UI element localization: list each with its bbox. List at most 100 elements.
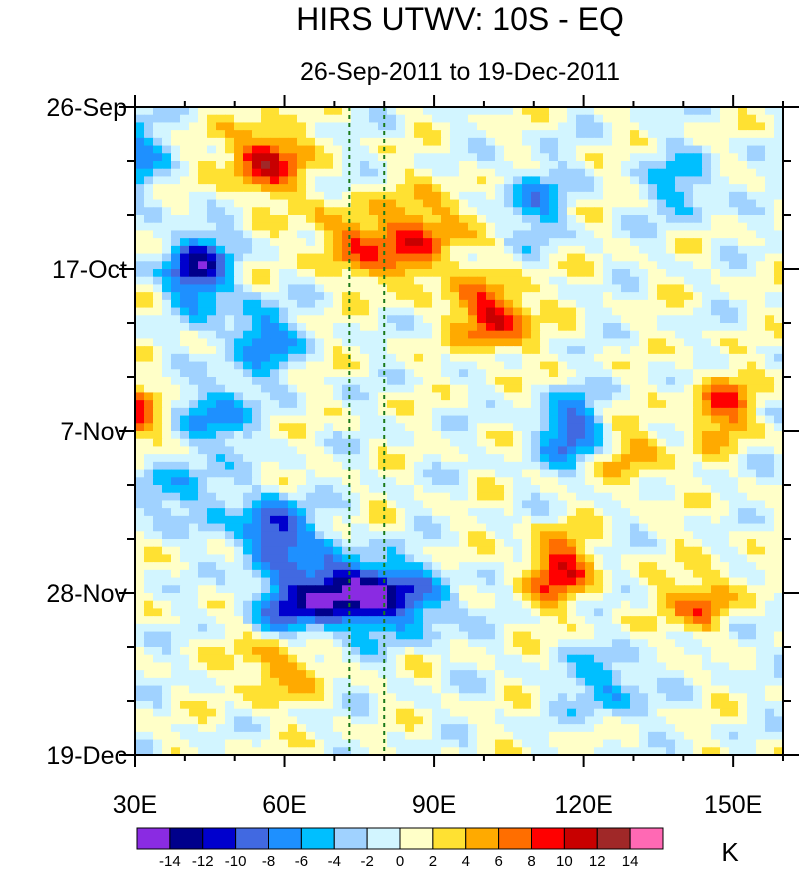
contour-cell bbox=[144, 600, 154, 610]
chart-title: HIRS UTWV: 10S - EQ bbox=[296, 1, 624, 37]
contour-cell bbox=[171, 407, 181, 417]
contour-cell bbox=[567, 469, 577, 478]
contour-cell bbox=[585, 631, 595, 640]
contour-cell bbox=[540, 168, 550, 178]
contour-cell bbox=[279, 199, 289, 208]
contour-cell bbox=[189, 515, 199, 525]
contour-cell bbox=[252, 554, 262, 563]
contour-cell bbox=[378, 431, 388, 440]
contour-cell bbox=[441, 122, 451, 131]
contour-cell bbox=[693, 161, 703, 170]
contour-cell bbox=[378, 469, 388, 478]
contour-cell bbox=[612, 215, 622, 224]
contour-cell bbox=[369, 531, 379, 540]
contour-cell bbox=[288, 539, 298, 548]
contour-cell bbox=[297, 639, 307, 648]
contour-cell bbox=[540, 554, 550, 563]
contour-cell bbox=[378, 107, 388, 116]
contour-cell bbox=[297, 346, 307, 355]
contour-cell bbox=[432, 269, 442, 278]
contour-cell bbox=[405, 623, 415, 633]
contour-cell bbox=[351, 585, 361, 594]
contour-cell bbox=[666, 454, 676, 463]
contour-cell bbox=[171, 623, 181, 633]
contour-cell bbox=[567, 554, 577, 563]
contour-cell bbox=[378, 114, 388, 124]
contour-cell bbox=[441, 377, 451, 386]
contour-cell bbox=[441, 454, 451, 463]
contour-cell bbox=[675, 438, 685, 448]
contour-cell bbox=[378, 585, 388, 594]
contour-cell bbox=[234, 415, 244, 424]
contour-cell bbox=[486, 469, 496, 478]
contour-cell bbox=[675, 145, 685, 154]
contour-cell bbox=[297, 508, 307, 517]
contour-cell bbox=[702, 168, 712, 178]
contour-cell bbox=[144, 207, 154, 216]
contour-cell bbox=[720, 353, 730, 363]
contour-cell bbox=[585, 315, 595, 324]
contour-cell bbox=[756, 168, 766, 178]
contour-cell bbox=[387, 215, 397, 224]
contour-cell bbox=[207, 407, 217, 417]
contour-cell bbox=[675, 585, 685, 594]
contour-cell bbox=[468, 369, 478, 378]
contour-cell bbox=[234, 276, 244, 286]
contour-cell bbox=[396, 346, 406, 355]
contour-cell bbox=[675, 238, 685, 247]
contour-cell bbox=[630, 184, 640, 193]
contour-cell bbox=[432, 392, 442, 401]
contour-cell bbox=[504, 569, 514, 579]
contour-cell bbox=[252, 454, 262, 463]
contour-cell bbox=[558, 431, 568, 440]
contour-cell bbox=[549, 423, 559, 432]
contour-cell bbox=[540, 353, 550, 363]
contour-cell bbox=[324, 377, 334, 386]
contour-cell bbox=[378, 284, 388, 293]
contour-cell bbox=[306, 531, 316, 540]
contour-cell bbox=[252, 400, 262, 409]
contour-cell bbox=[414, 330, 424, 340]
contour-cell bbox=[639, 330, 649, 340]
contour-cell bbox=[612, 207, 622, 216]
contour-cell bbox=[198, 153, 208, 162]
contour-cell bbox=[234, 523, 244, 532]
contour-cell bbox=[198, 353, 208, 363]
contour-cell bbox=[387, 423, 397, 432]
contour-cell bbox=[477, 469, 487, 478]
contour-cell bbox=[144, 639, 154, 648]
contour-cell bbox=[405, 608, 415, 617]
contour-cell bbox=[351, 361, 361, 370]
contour-cell bbox=[630, 546, 640, 556]
contour-cell bbox=[666, 415, 676, 424]
contour-cell bbox=[612, 199, 622, 208]
contour-cell bbox=[162, 477, 172, 486]
contour-cell bbox=[261, 400, 271, 409]
contour-cell bbox=[297, 384, 307, 394]
contour-cell bbox=[675, 176, 685, 185]
contour-cell bbox=[648, 400, 658, 409]
contour-cell bbox=[342, 508, 352, 517]
contour-cell bbox=[765, 122, 775, 131]
contour-cell bbox=[621, 269, 631, 278]
contour-cell bbox=[396, 107, 406, 116]
contour-cell bbox=[585, 461, 595, 471]
contour-cell bbox=[423, 415, 433, 424]
contour-cell bbox=[657, 616, 667, 625]
contour-cell bbox=[252, 323, 262, 332]
contour-cell bbox=[639, 407, 649, 417]
contour-cell bbox=[513, 315, 523, 324]
contour-cell bbox=[522, 431, 532, 440]
contour-cell bbox=[603, 137, 613, 147]
contour-cell bbox=[459, 631, 469, 640]
contour-cell bbox=[432, 323, 442, 332]
contour-cell bbox=[216, 461, 226, 471]
contour-cell bbox=[288, 299, 298, 309]
contour-cell bbox=[387, 353, 397, 363]
contour-cell bbox=[585, 191, 595, 201]
contour-cell bbox=[612, 153, 622, 162]
contour-cell bbox=[324, 446, 334, 455]
contour-cell bbox=[594, 107, 604, 116]
contour-cell bbox=[162, 346, 172, 355]
contour-cell bbox=[729, 130, 739, 139]
